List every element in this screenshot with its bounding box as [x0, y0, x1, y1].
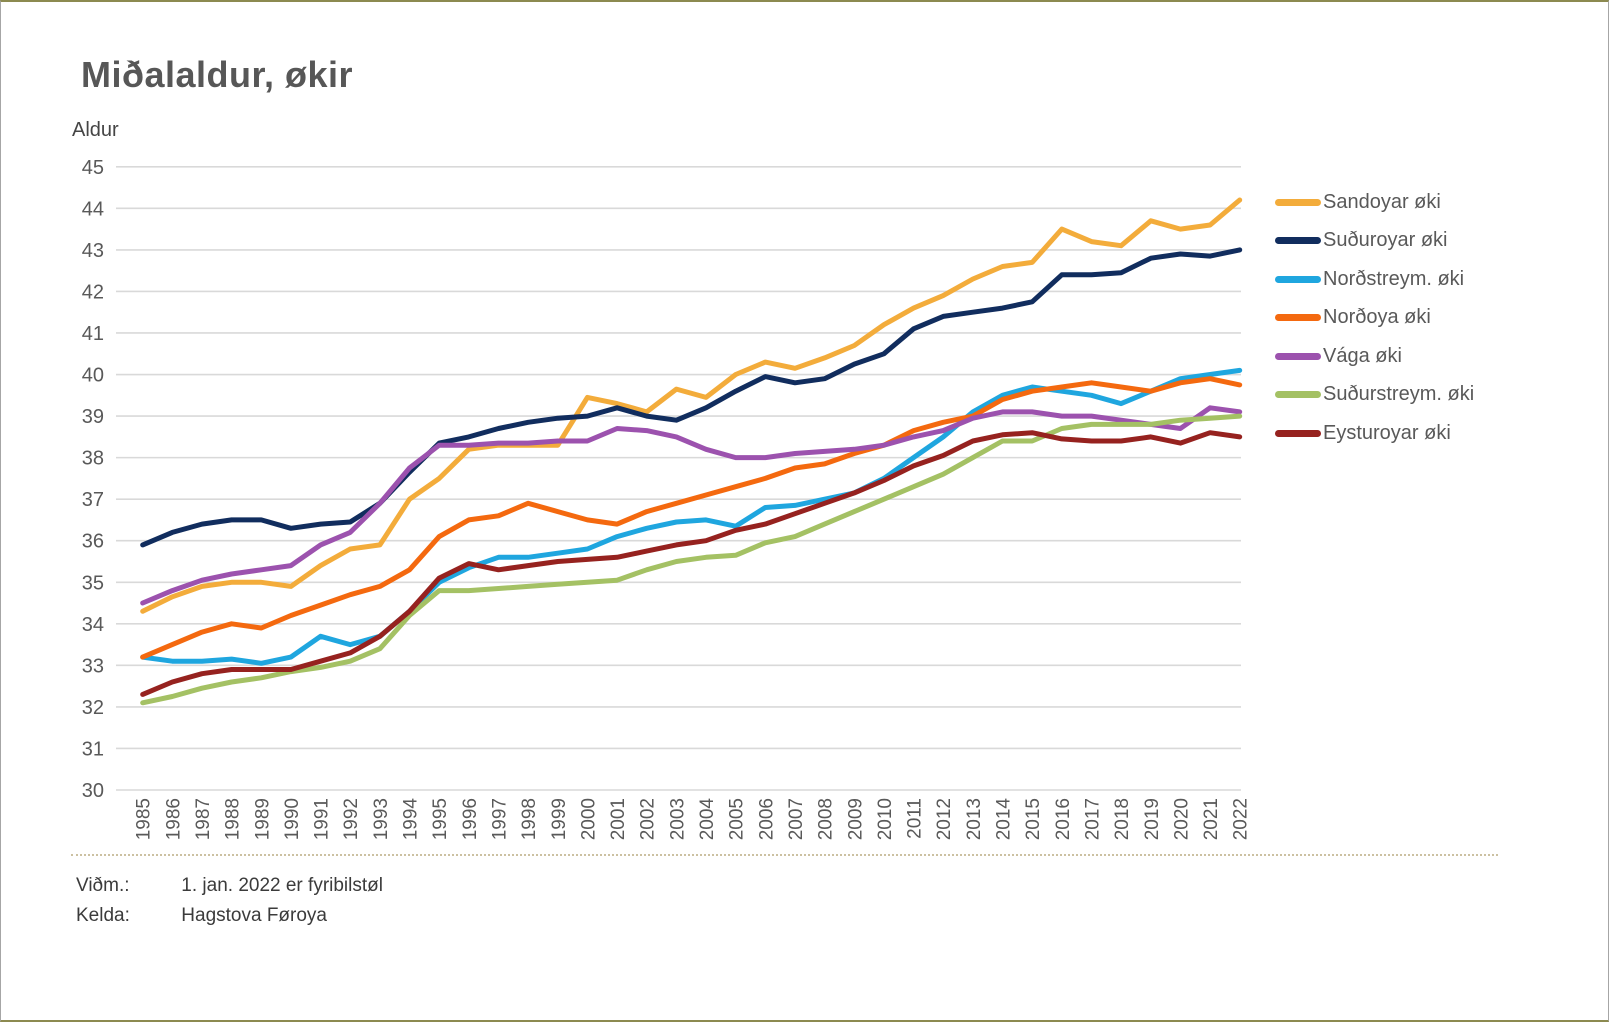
x-tick-label-2000: 2000 [578, 798, 599, 840]
legend-item-sandoyar-ki: Sandoyar øki [1275, 190, 1474, 214]
legend-swatch-icon [1275, 275, 1321, 283]
x-tick-label-1991: 1991 [312, 798, 333, 840]
y-tick-label-45: 45 [82, 157, 104, 179]
legend-label: Suðurstreym. øki [1323, 383, 1475, 405]
legend-swatch-icon [1275, 314, 1321, 321]
y-tick-label-37: 37 [82, 489, 104, 511]
y-tick-label-38: 38 [82, 448, 104, 470]
x-tick-label-2013: 2013 [964, 798, 985, 840]
x-tick-label-1987: 1987 [193, 798, 214, 840]
y-tick-label-36: 36 [82, 531, 104, 553]
x-tick-label-2005: 2005 [727, 798, 748, 840]
y-tick-label-40: 40 [82, 365, 104, 387]
x-tick-label-1993: 1993 [371, 798, 392, 840]
x-tick-label-2009: 2009 [845, 798, 866, 840]
legend-label: Eysturoyar øki [1323, 421, 1451, 444]
legend-item-su-urstreym-ki: Suðurstreym. øki [1275, 383, 1474, 407]
footnote-label: Viðm.: [76, 875, 130, 896]
legend-label: Norðstreym. øki [1323, 267, 1465, 290]
series-line-sandoyar-ki [140, 197, 1243, 614]
x-tick-label-1985: 1985 [134, 798, 155, 840]
x-tick-label-2012: 2012 [934, 798, 955, 840]
source-value: Hagstova Føroya [181, 905, 328, 926]
y-axis-title: Aldur [72, 119, 119, 141]
footnote-row: Viðm.: 1. jan. 2022 er fyribilstøl [76, 875, 383, 897]
x-tick-label-2018: 2018 [1112, 798, 1133, 840]
x-tick-label-1997: 1997 [489, 798, 510, 840]
legend-swatch-icon [1275, 429, 1321, 437]
x-tick-label-2011: 2011 [905, 798, 926, 839]
legend-item-v-ga-ki: Vága øki [1275, 344, 1474, 368]
legend-item-nor-oya-ki: Norðoya øki [1275, 306, 1474, 330]
legend-label: Suðuroyar øki [1323, 229, 1448, 251]
series-line-su-urstreym-ki [140, 413, 1243, 706]
x-tick-label-1994: 1994 [401, 798, 422, 841]
x-tick-label-2017: 2017 [1082, 798, 1103, 840]
y-tick-label-32: 32 [82, 697, 104, 719]
chart-title: Miðalaldur, økir [81, 54, 354, 95]
y-tick-label-42: 42 [82, 281, 104, 303]
series-line-nor-oya-ki [140, 376, 1243, 660]
series-line-nor-streym-ki [140, 367, 1243, 666]
chart-legend: Sandoyar øki Suðuroyar øki Norðstreym. øki… [1275, 190, 1474, 445]
legend-item-nor-streym-ki: Norðstreym. øki [1275, 267, 1474, 291]
x-tick-label-2020: 2020 [1171, 798, 1192, 840]
x-tick-label-2006: 2006 [756, 798, 777, 840]
x-tick-label-1992: 1992 [341, 798, 362, 840]
x-tick-label-2010: 2010 [875, 798, 896, 840]
x-tick-label-1989: 1989 [252, 798, 273, 840]
footer-divider [71, 854, 1498, 856]
legend-label: Norðoya øki [1323, 306, 1431, 328]
legend-swatch-icon [1275, 198, 1321, 206]
y-tick-label-44: 44 [82, 198, 104, 220]
x-tick-label-1986: 1986 [163, 798, 184, 840]
x-tick-label-2021: 2021 [1201, 798, 1222, 840]
legend-item-su-uroyar-ki: Suðuroyar øki [1275, 229, 1474, 253]
y-tick-label-43: 43 [82, 240, 104, 262]
y-tick-label-30: 30 [82, 780, 104, 802]
series-line-v-ga-ki [140, 405, 1243, 606]
x-tick-label-2019: 2019 [1142, 798, 1163, 840]
x-tick-label-2015: 2015 [1023, 798, 1044, 840]
x-tick-label-2022: 2022 [1231, 798, 1252, 840]
x-tick-label-2016: 2016 [1053, 798, 1074, 840]
x-tick-label-2014: 2014 [994, 798, 1015, 841]
legend-item-eysturoyar-ki: Eysturoyar øki [1275, 421, 1474, 445]
x-tick-label-1990: 1990 [282, 798, 303, 840]
x-tick-label-2007: 2007 [786, 798, 807, 840]
x-tick-label-1988: 1988 [223, 798, 244, 840]
legend-swatch-icon [1275, 352, 1321, 360]
footnote-value: 1. jan. 2022 er fyribilstøl [181, 875, 383, 896]
y-tick-label-41: 41 [82, 323, 104, 345]
x-tick-label-1995: 1995 [430, 798, 451, 840]
x-tick-label-2002: 2002 [638, 798, 659, 840]
source-row: Kelda: Hagstova Føroya [76, 905, 327, 927]
y-tick-label-33: 33 [82, 655, 104, 677]
series-line-su-uroyar-ki [140, 247, 1243, 548]
x-tick-label-2004: 2004 [697, 798, 718, 841]
y-tick-label-34: 34 [82, 614, 104, 636]
legend-label: Sandoyar øki [1323, 190, 1441, 213]
x-tick-label-2001: 2001 [608, 798, 629, 840]
x-tick-label-2008: 2008 [816, 798, 837, 840]
y-tick-label-35: 35 [82, 572, 104, 594]
legend-swatch-icon [1275, 391, 1321, 398]
x-tick-label-1999: 1999 [549, 798, 570, 840]
y-tick-label-31: 31 [82, 738, 104, 760]
legend-swatch-icon [1275, 237, 1321, 244]
x-tick-label-2003: 2003 [667, 798, 688, 840]
x-tick-label-1998: 1998 [519, 798, 540, 840]
source-label: Kelda: [76, 905, 130, 926]
y-tick-label-39: 39 [82, 406, 104, 428]
x-tick-label-1996: 1996 [460, 798, 481, 840]
legend-label: Vága øki [1323, 344, 1402, 367]
series-line-eysturoyar-ki [140, 430, 1243, 697]
